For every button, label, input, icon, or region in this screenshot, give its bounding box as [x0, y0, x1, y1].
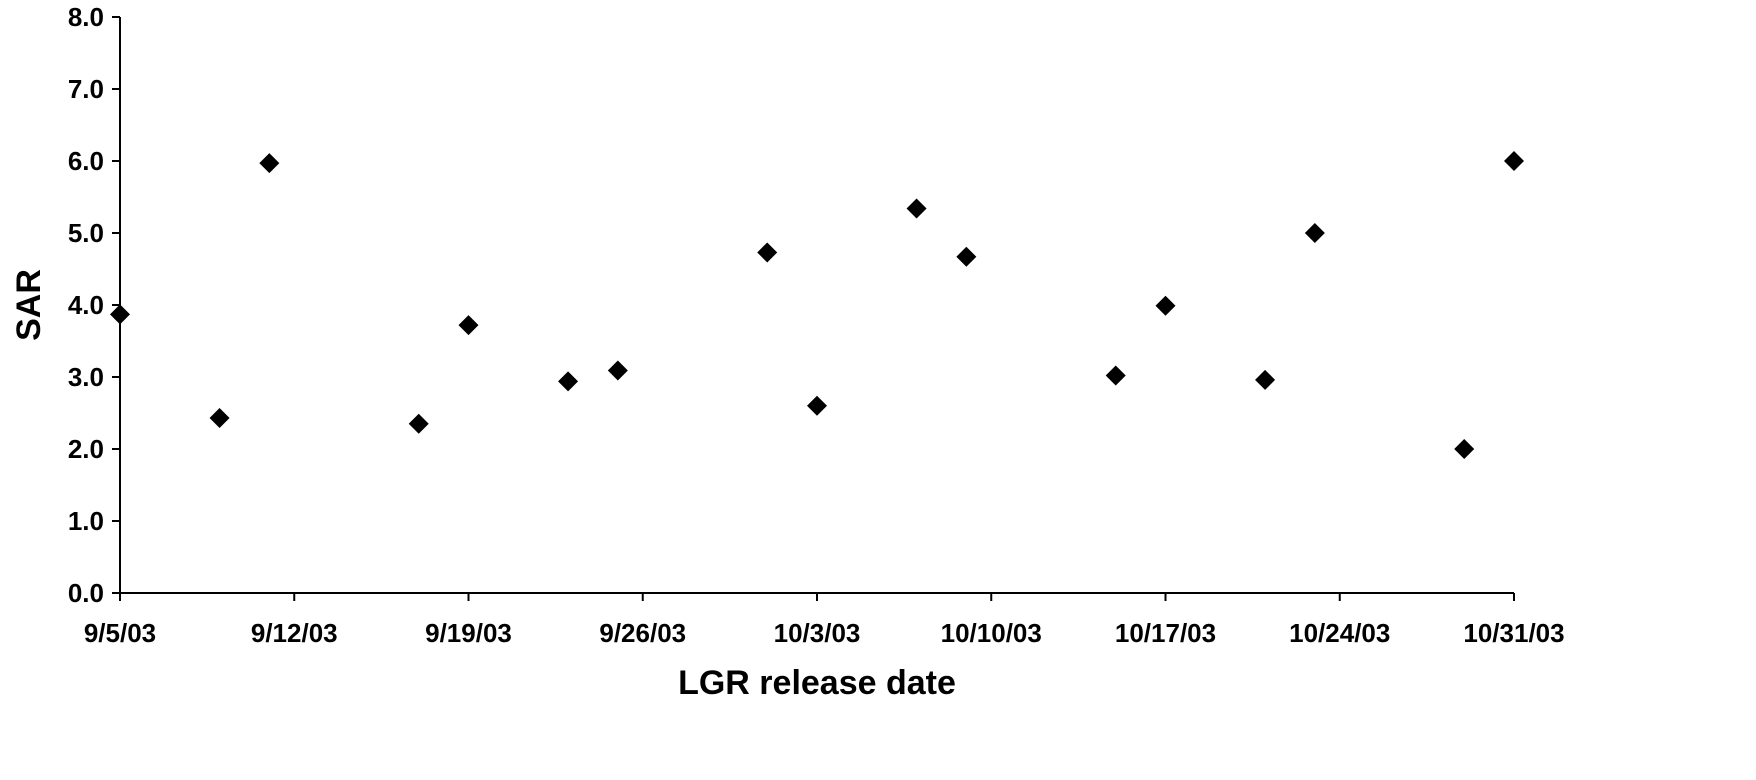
y-axis-title: SAR — [10, 269, 48, 341]
x-tick-label: 9/5/03 — [84, 618, 156, 648]
x-tick-label: 10/24/03 — [1289, 618, 1390, 648]
data-point-marker — [1155, 295, 1176, 316]
y-tick-label: 5.0 — [68, 218, 104, 248]
y-tick-label: 0.0 — [68, 578, 104, 608]
y-axis-ticks: 0.0 1.0 2.0 3.0 4.0 5.0 6.0 7.0 8.0 — [68, 2, 120, 608]
data-point-marker — [259, 153, 280, 174]
data-point-marker — [558, 371, 579, 392]
data-point-marker — [408, 413, 429, 434]
x-tick-label: 9/12/03 — [251, 618, 338, 648]
data-point-marker — [956, 246, 977, 267]
data-point-marker — [1504, 151, 1524, 171]
x-axis-ticks: 9/5/03 9/12/03 9/19/03 9/26/03 10/3/03 10/10/… — [84, 593, 1565, 648]
data-point-marker — [807, 395, 827, 416]
data-point-marker — [1304, 223, 1325, 243]
x-tick-label: 10/10/03 — [941, 618, 1042, 648]
y-tick-label: 3.0 — [68, 362, 104, 392]
y-tick-label: 1.0 — [68, 506, 104, 536]
data-point-marker — [458, 315, 479, 336]
data-point-marker — [607, 360, 628, 381]
y-tick-label: 7.0 — [68, 74, 104, 104]
x-tick-label: 9/19/03 — [425, 618, 512, 648]
data-point-marker — [906, 198, 927, 219]
x-tick-label: 10/3/03 — [774, 618, 861, 648]
data-point-marker — [1105, 365, 1126, 386]
y-tick-label: 2.0 — [68, 434, 104, 464]
y-tick-label: 4.0 — [68, 290, 104, 320]
data-point-marker — [1255, 369, 1276, 390]
data-points — [110, 151, 1524, 459]
y-tick-label: 6.0 — [68, 146, 104, 176]
x-axis-title: LGR release date — [678, 664, 956, 702]
data-point-marker — [1454, 439, 1475, 459]
x-tick-label: 10/31/03 — [1463, 618, 1564, 648]
data-point-marker — [757, 242, 778, 263]
data-point-marker — [209, 408, 230, 429]
x-tick-label: 9/26/03 — [599, 618, 686, 648]
x-tick-label: 10/17/03 — [1115, 618, 1216, 648]
y-tick-label: 8.0 — [68, 2, 104, 32]
data-point-marker — [110, 304, 130, 325]
